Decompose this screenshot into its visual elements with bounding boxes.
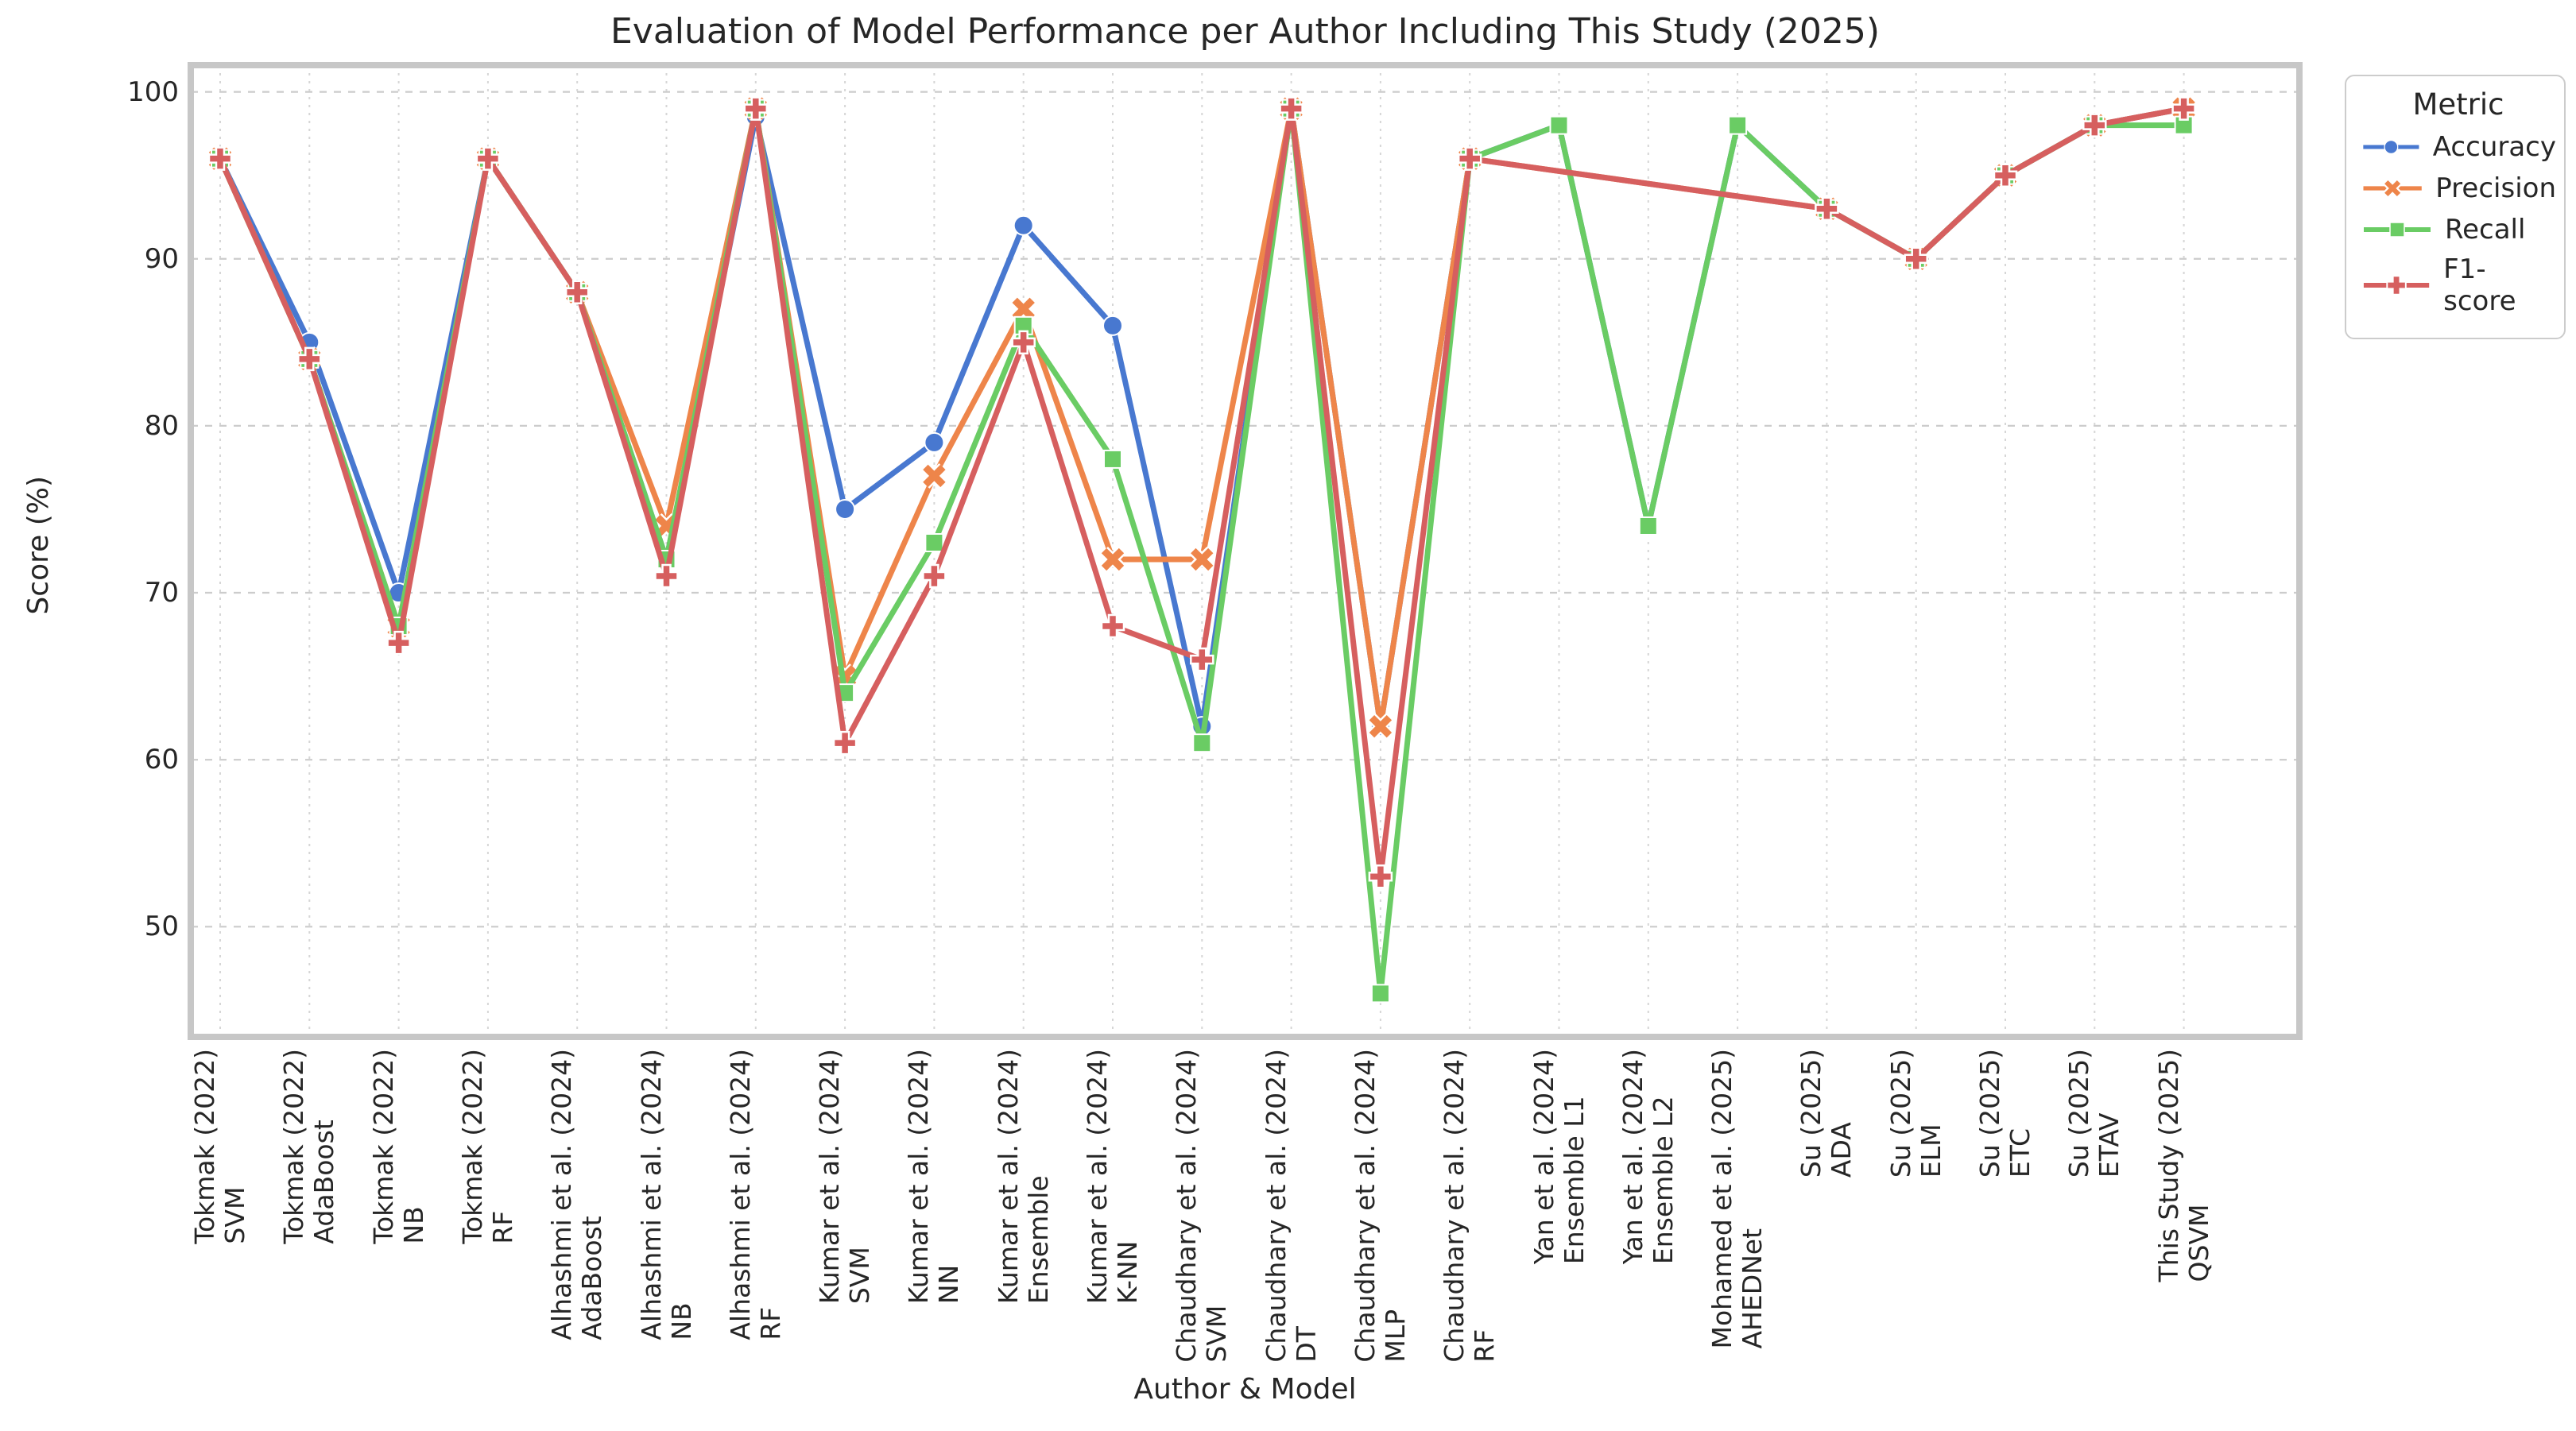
data-point-marker — [1369, 714, 1393, 738]
data-point-marker — [1815, 196, 1839, 221]
data-point-marker — [1904, 246, 1928, 272]
x-tick-label: Mohamed et al. (2025) AHEDNet — [1706, 1049, 1768, 1349]
x-tick-label: Tokmak (2022) AdaBoost — [278, 1049, 340, 1244]
x-tick-label: Kumar et al. (2024) K-NN — [1082, 1049, 1143, 1305]
x-tick-label: Alhashmi et al. (2024) NB — [635, 1049, 697, 1340]
data-point-marker — [1728, 115, 1748, 135]
data-point-marker — [1190, 647, 1214, 672]
x-tick-label: Kumar et al. (2024) Ensemble — [992, 1049, 1054, 1305]
data-point-marker — [743, 96, 769, 121]
x-tick-label: Alhashmi et al. (2024) AdaBoost — [546, 1049, 608, 1340]
legend-item-label: Precision — [2435, 172, 2556, 204]
data-point-marker — [475, 146, 501, 171]
legend-item-label: Recall — [2445, 214, 2526, 246]
legend-item-precision: Precision — [2361, 171, 2556, 206]
y-tick-label: 100 — [127, 75, 179, 108]
data-point-marker — [2171, 96, 2196, 121]
data-point-marker — [1457, 146, 1482, 171]
data-point-marker — [923, 464, 946, 488]
x-tick-label: This Study (2025) QSVM — [2152, 1049, 2214, 1282]
legend-item-label: Accuracy — [2432, 131, 2556, 163]
x-tick-label: Tokmak (2022) SVM — [189, 1049, 250, 1244]
data-point-marker — [1368, 864, 1393, 889]
x-tick-label: Yan et al. (2024) Ensemble L2 — [1617, 1049, 1679, 1265]
data-point-marker — [1103, 449, 1122, 469]
data-point-marker — [1102, 315, 1123, 336]
x-tick-label: Kumar et al. (2024) SVM — [814, 1049, 876, 1305]
x-tick-label: Chaudhary et al. (2024) RF — [1439, 1049, 1501, 1363]
legend-swatch — [2363, 140, 2419, 154]
legend: Metric Accuracy Precision Recall F1-score — [2345, 75, 2566, 339]
x-tick-label: Chaudhary et al. (2024) MLP — [1349, 1049, 1411, 1363]
data-point-marker — [1638, 516, 1658, 536]
data-point-marker — [832, 730, 858, 756]
data-point-marker — [1100, 613, 1125, 639]
legend-item-accuracy: Accuracy — [2361, 130, 2556, 164]
data-point-marker — [2082, 113, 2107, 137]
x-axis-label: Author & Model — [1133, 1373, 1357, 1406]
legend-swatch — [2363, 179, 2422, 198]
x-tick-label: Su (2025) ETAV — [2063, 1049, 2125, 1178]
y-tick-label: 90 — [144, 242, 179, 275]
data-point-marker — [924, 431, 945, 453]
data-point-marker — [297, 346, 322, 372]
legend-title: Metric — [2412, 87, 2504, 122]
data-point-marker — [1013, 215, 1034, 236]
x-tick-label: Tokmak (2022) NB — [367, 1049, 429, 1244]
x-tick-label: Yan et al. (2024) Ensemble L1 — [1528, 1049, 1590, 1265]
legend-swatch — [2363, 275, 2430, 296]
data-point-marker — [207, 146, 233, 171]
data-point-marker — [1192, 733, 1212, 753]
chart-title: Evaluation of Model Performance per Auth… — [610, 11, 1880, 52]
data-point-marker — [1279, 96, 1303, 121]
data-point-marker — [1370, 984, 1390, 1004]
y-axis-label: Score (%) — [22, 476, 55, 615]
data-point-marker — [1993, 163, 2018, 188]
x-tick-label: Chaudhary et al. (2024) SVM — [1171, 1049, 1233, 1363]
x-tick-label: Tokmak (2022) RF — [456, 1049, 518, 1244]
legend-item-recall: Recall — [2361, 212, 2556, 247]
data-point-marker — [1191, 547, 1214, 571]
data-point-marker — [386, 630, 411, 656]
x-tick-label: Su (2025) ETC — [1974, 1049, 2036, 1178]
y-tick-label: 60 — [144, 744, 179, 776]
series-line — [217, 106, 2185, 880]
data-point-marker — [654, 563, 679, 589]
axes-frame — [188, 62, 2303, 1040]
data-point-marker — [1012, 297, 1035, 320]
series-f1-score — [207, 96, 2196, 889]
legend-item-f1-score: F1-score — [2361, 253, 2556, 317]
y-tick-label: 50 — [144, 911, 179, 943]
x-tick-label: Kumar et al. (2024) NN — [903, 1049, 965, 1305]
x-tick-label: Chaudhary et al. (2024) DT — [1260, 1049, 1322, 1363]
y-tick-label: 70 — [144, 577, 179, 609]
data-point-marker — [1101, 547, 1125, 571]
x-tick-label: Su (2025) ELM — [1885, 1049, 1947, 1178]
x-tick-label: Alhashmi et al. (2024) RF — [724, 1049, 786, 1340]
data-point-marker — [1549, 115, 1569, 135]
data-point-marker — [564, 280, 590, 305]
data-point-marker — [835, 498, 856, 520]
plot-background — [191, 65, 2299, 1037]
y-tick-label: 80 — [144, 409, 179, 442]
data-point-marker — [922, 563, 947, 589]
legend-items: Accuracy Precision Recall F1-score — [2361, 130, 2556, 317]
legend-swatch — [2364, 222, 2431, 238]
data-point-marker — [924, 532, 944, 552]
x-tick-label: Su (2025) ADA — [1795, 1049, 1857, 1178]
legend-item-label: F1-score — [2443, 253, 2516, 317]
data-point-marker — [1011, 330, 1036, 355]
